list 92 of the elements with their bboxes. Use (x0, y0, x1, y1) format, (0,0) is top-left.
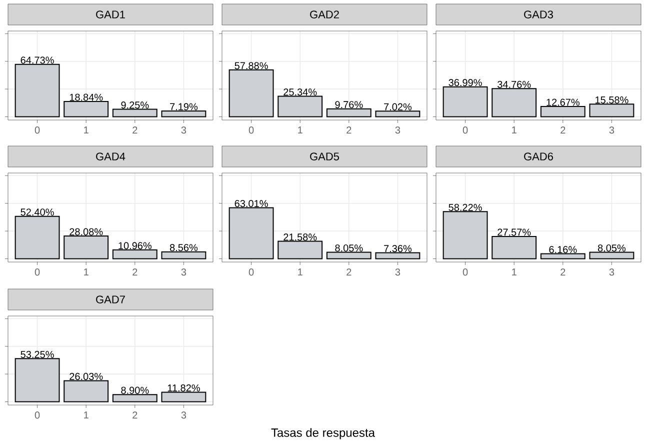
bar (442, 211, 488, 260)
data-label: 8.05% (335, 244, 363, 252)
bar (278, 240, 323, 260)
bar (64, 380, 109, 402)
x-tick-label: 2 (132, 126, 138, 134)
data-label: 8.90% (121, 386, 149, 394)
x-tick-label: 1 (298, 126, 302, 134)
data-label: 8.05% (598, 244, 626, 252)
chart-title: GAD5 (310, 152, 340, 160)
data-label: 53.25% (20, 350, 54, 358)
chart-title: GAD1 (96, 10, 125, 18)
x-tick-label: 2 (560, 268, 566, 276)
data-label: 64.73% (20, 56, 54, 64)
chart-title: GAD4 (96, 152, 126, 160)
bar (278, 96, 323, 118)
bar (492, 88, 537, 118)
x-tick-label: 1 (298, 268, 302, 276)
bar (161, 110, 206, 118)
bar (375, 110, 420, 118)
x-tick-label: 1 (512, 268, 516, 276)
data-label: 7.19% (170, 103, 198, 110)
data-label: 28.08% (70, 228, 103, 236)
data-label: 36.99% (448, 79, 482, 86)
chart-title: GAD2 (310, 10, 339, 18)
x-tick-label: 1 (84, 412, 88, 418)
bar (442, 86, 488, 118)
x-tick-label: 2 (132, 268, 138, 276)
x-tick-label: 3 (181, 412, 186, 419)
x-tick-label: 1 (512, 126, 516, 134)
bar (14, 64, 60, 118)
data-label: 27.57% (498, 228, 531, 236)
data-label: 15.58% (596, 96, 628, 104)
bar (589, 104, 634, 118)
x-tick-label: 1 (84, 268, 88, 276)
data-label: 12.67% (546, 98, 580, 106)
x-tick-label: 3 (395, 126, 400, 134)
chart-title: GAD7 (96, 296, 125, 304)
bar (326, 108, 372, 118)
data-label: 26.03% (70, 372, 103, 380)
x-tick-label: 3 (609, 268, 614, 276)
x-tick-label: 2 (346, 126, 352, 134)
x-tick-label: 1 (84, 126, 88, 134)
data-label: 58.22% (448, 204, 482, 211)
bar (326, 252, 372, 260)
x-tick-label: 3 (181, 126, 186, 134)
x-tick-label: 0 (34, 126, 40, 134)
bar (112, 394, 158, 402)
bar (112, 249, 158, 260)
bar (589, 252, 634, 260)
x-tick-label: 3 (609, 126, 614, 134)
x-tick-label: 3 (181, 268, 186, 276)
data-label: 63.01% (234, 200, 268, 208)
x-tick-label: 2 (346, 268, 352, 276)
data-label: 11.82% (168, 384, 200, 392)
bar (112, 108, 158, 118)
bar (14, 216, 60, 260)
x-tick-label: 0 (248, 268, 254, 276)
x-axis-title: Tasas de respuesta (271, 428, 375, 440)
data-label: 7.36% (384, 245, 412, 252)
data-label: 6.16% (549, 246, 577, 254)
x-tick-label: 0 (462, 126, 468, 134)
data-label: 57.88% (234, 62, 268, 70)
data-label: 21.58% (284, 234, 317, 241)
bar (375, 252, 420, 260)
data-label: 34.76% (498, 80, 531, 88)
bar (161, 392, 206, 402)
x-tick-label: 0 (462, 268, 468, 276)
chart-title: GAD6 (524, 152, 553, 160)
data-label: 8.56% (170, 244, 198, 252)
bar (161, 251, 206, 260)
bar (540, 106, 586, 118)
bar (228, 207, 274, 260)
data-label: 7.02% (384, 103, 412, 110)
data-label: 18.84% (70, 94, 103, 101)
bar (64, 236, 109, 260)
x-tick-label: 0 (34, 268, 40, 276)
bar (540, 253, 586, 260)
x-tick-label: 2 (560, 126, 566, 134)
x-tick-label: 0 (248, 126, 254, 134)
data-label: 10.96% (118, 242, 152, 250)
data-label: 9.76% (335, 101, 363, 108)
x-tick-label: 0 (34, 412, 40, 419)
bar (64, 101, 109, 118)
bar (14, 358, 60, 402)
x-tick-label: 3 (395, 268, 400, 276)
chart-title: GAD3 (524, 10, 553, 18)
data-label: 25.34% (284, 88, 317, 96)
bar (228, 69, 274, 118)
data-label: 9.25% (121, 102, 149, 109)
bar (492, 236, 537, 260)
x-tick-label: 2 (132, 412, 138, 419)
data-label: 52.40% (20, 208, 54, 216)
